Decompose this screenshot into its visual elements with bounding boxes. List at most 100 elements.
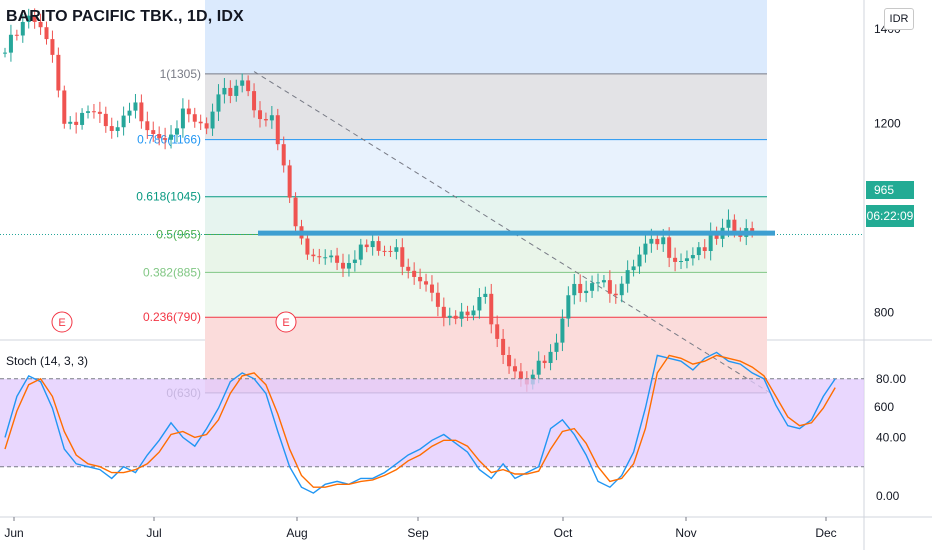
candle-body xyxy=(62,90,67,124)
candle-body xyxy=(157,134,162,139)
stoch-tick-label: 80.00 xyxy=(876,372,906,386)
candle-body xyxy=(91,111,96,113)
earnings-marker: E xyxy=(275,311,297,333)
candle-body xyxy=(246,80,251,92)
candle-body xyxy=(684,258,689,262)
candle-body xyxy=(323,257,328,259)
candle-body xyxy=(435,292,440,307)
time-tick-label: Jul xyxy=(146,526,161,540)
candle-body xyxy=(459,311,464,319)
candle-body xyxy=(257,110,262,120)
fib-zone-top xyxy=(205,0,767,74)
price-tick-label: 1200 xyxy=(874,117,901,131)
candle-body xyxy=(14,34,19,36)
candle-body xyxy=(8,34,13,53)
candle-body xyxy=(127,110,132,116)
candle-body xyxy=(346,262,351,269)
candle-body xyxy=(637,254,642,267)
candle-body xyxy=(394,247,399,252)
candle-body xyxy=(536,360,541,375)
candle-body xyxy=(649,238,654,244)
candle-body xyxy=(489,293,494,325)
candle-body xyxy=(329,255,334,258)
candle-body xyxy=(56,54,61,91)
fib-level-label: 0.382(885) xyxy=(143,265,201,279)
candle-body xyxy=(643,243,648,255)
candle-body xyxy=(86,111,91,113)
candle-body xyxy=(560,318,565,343)
candle-body xyxy=(590,283,595,291)
candle-body xyxy=(388,250,393,252)
price-axis-bg xyxy=(864,0,932,550)
candle-body xyxy=(169,134,174,140)
candle-body xyxy=(477,296,482,311)
fib-zone xyxy=(205,73,767,140)
candle-body xyxy=(418,276,423,282)
candle-body xyxy=(578,283,583,294)
candle-body xyxy=(281,144,286,166)
candle-body xyxy=(601,280,606,283)
bar-countdown-badge: 06:22:09 xyxy=(866,205,914,227)
candle-body xyxy=(32,15,37,22)
candle-body xyxy=(679,261,684,263)
candle-body xyxy=(103,113,108,127)
chart-title: BARITO PACIFIC TBK., 1D, IDX xyxy=(6,8,244,25)
earnings-marker-circle xyxy=(275,311,297,333)
candle-body xyxy=(192,114,197,122)
candle-body xyxy=(317,256,322,258)
candle-body xyxy=(625,270,630,284)
time-tick-label: Dec xyxy=(815,526,836,540)
stoch-line-k xyxy=(4,351,836,494)
candle-body xyxy=(234,85,239,96)
candle-body xyxy=(364,244,369,248)
candle-body xyxy=(293,197,298,227)
candle-body xyxy=(352,259,357,263)
candle-body xyxy=(471,310,476,316)
earnings-marker-label: E xyxy=(58,317,65,329)
fib-zone xyxy=(205,234,767,273)
candle-body xyxy=(453,315,458,319)
candle-body xyxy=(495,324,500,339)
candle-body xyxy=(80,112,85,125)
last-price-badge: 965 xyxy=(866,181,914,199)
candle-body xyxy=(263,119,268,121)
candle-body xyxy=(566,295,571,319)
candle-body xyxy=(376,241,381,251)
candle-body xyxy=(3,52,7,54)
candle-body xyxy=(68,121,73,124)
candle-body xyxy=(447,315,452,318)
currency-button[interactable]: IDR xyxy=(884,8,914,30)
candle-body xyxy=(335,255,340,263)
candle-body xyxy=(708,232,713,251)
candle-body xyxy=(38,21,43,28)
candle-body xyxy=(750,228,755,232)
candle-body xyxy=(673,257,678,262)
candle-body xyxy=(518,371,523,380)
candle-body xyxy=(174,128,179,135)
candle-body xyxy=(151,130,156,135)
candle-body xyxy=(690,255,695,259)
fib-zone xyxy=(205,139,767,197)
candle-body xyxy=(619,283,624,296)
candle-body xyxy=(74,121,79,125)
candle-body xyxy=(287,165,292,198)
candle-body xyxy=(198,121,203,124)
earnings-marker-label: E xyxy=(282,317,289,329)
candle-body xyxy=(572,283,577,296)
stoch-tick-label: 0.00 xyxy=(876,489,900,503)
candle-body xyxy=(275,115,280,145)
price-tick-label: 800 xyxy=(874,306,894,320)
candle-body xyxy=(216,94,221,112)
candle-body xyxy=(732,219,737,233)
fib-level-label: 0.236(790) xyxy=(143,310,201,324)
candle-body xyxy=(726,219,731,228)
candle-body xyxy=(252,91,257,111)
time-tick-label: Jun xyxy=(4,526,23,540)
earnings-marker-circle xyxy=(51,311,73,333)
candle-body xyxy=(20,22,25,36)
time-tick-label: Oct xyxy=(554,526,573,540)
candle-body xyxy=(406,266,411,271)
stoch-line-d xyxy=(4,354,836,488)
candle-body xyxy=(584,290,589,294)
